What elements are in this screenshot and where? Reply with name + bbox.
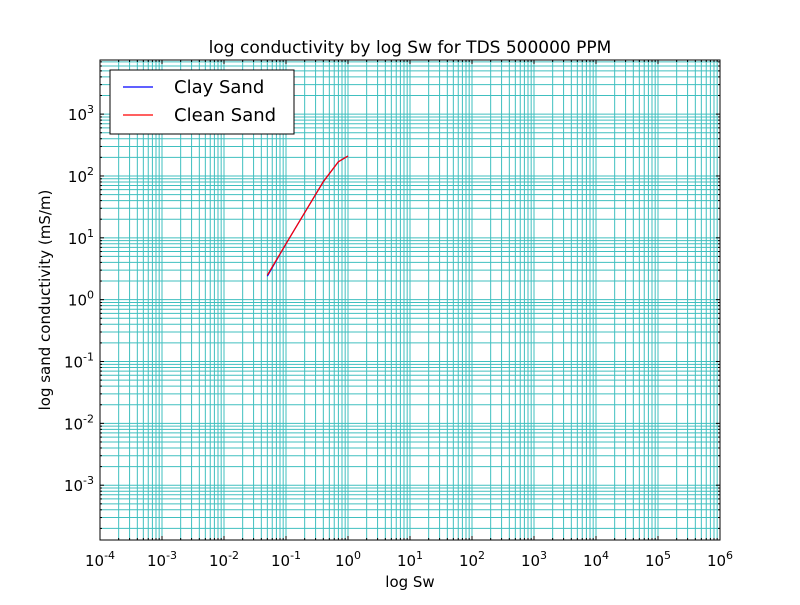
grid [99, 60, 721, 540]
x-axis-label: log Sw [385, 573, 434, 591]
legend-box [109, 69, 295, 135]
y-tick-label: 101 [68, 227, 94, 248]
x-tick-label: 10-3 [147, 549, 177, 570]
y-tick-label: 103 [68, 103, 94, 124]
x-tick-label: 101 [397, 549, 423, 570]
x-tick-label: 104 [583, 549, 609, 570]
x-tick-label: 10-4 [85, 549, 115, 570]
y-tick-label: 10-3 [64, 474, 94, 495]
x-tick-label: 106 [707, 549, 733, 570]
y-tick-label: 10-1 [64, 351, 94, 372]
chart-title: log conductivity by log Sw for TDS 50000… [209, 38, 612, 58]
y-tick-label: 102 [68, 165, 94, 186]
legend-label-clean-sand: Clean Sand [174, 105, 276, 126]
x-tick-label: 102 [459, 549, 485, 570]
y-tick-label: 10-2 [64, 412, 94, 433]
x-tick-label: 10-2 [209, 549, 239, 570]
y-tick-label: 100 [68, 289, 94, 310]
ticks: 10-4 10-3 10-2 10-1 100 101 102 103 104 105 106 10-… [64, 60, 733, 570]
y-axis-label: log sand conductivity (mS/m) [36, 190, 54, 411]
x-tick-label: 10-1 [271, 549, 301, 570]
x-tick-label: 103 [521, 549, 547, 570]
legend: Clay Sand Clean Sand [109, 69, 295, 135]
x-tick-label: 105 [645, 549, 671, 570]
x-tick-label: 100 [335, 549, 361, 570]
series [266, 155, 349, 277]
series-line-clean-sand [266, 155, 349, 276]
legend-label-clay-sand: Clay Sand [174, 77, 264, 98]
